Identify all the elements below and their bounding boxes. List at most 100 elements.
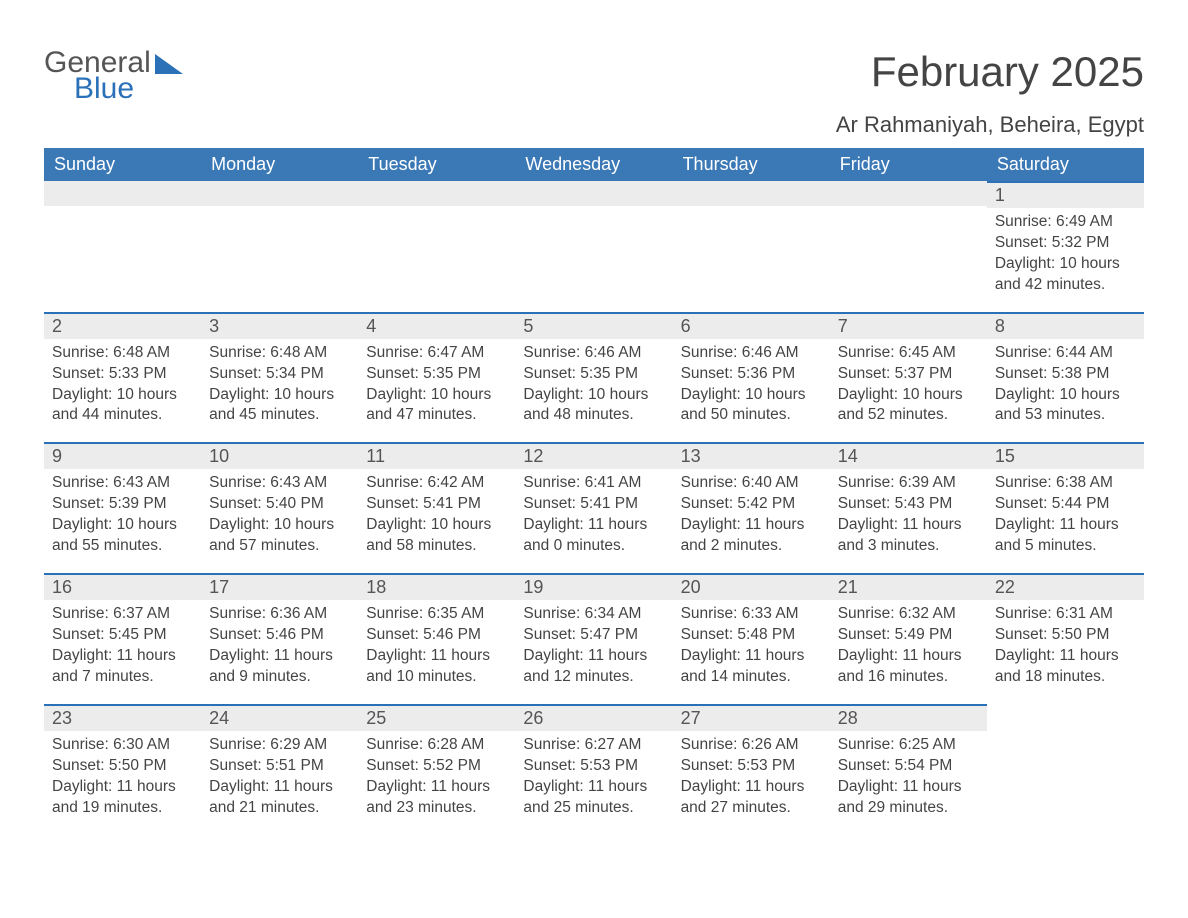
day-number: 9 [44, 442, 201, 469]
detail-sunset: Sunset: 5:53 PM [681, 756, 822, 777]
detail-daylight1: Daylight: 11 hours [681, 646, 822, 667]
detail-daylight2: and 29 minutes. [838, 798, 979, 819]
day-details: Sunrise: 6:32 AMSunset: 5:49 PMDaylight:… [832, 604, 979, 688]
detail-daylight1: Daylight: 11 hours [681, 515, 822, 536]
detail-daylight1: Daylight: 11 hours [523, 515, 664, 536]
day-details: Sunrise: 6:48 AMSunset: 5:33 PMDaylight:… [46, 343, 193, 427]
detail-daylight2: and 27 minutes. [681, 798, 822, 819]
detail-sunset: Sunset: 5:48 PM [681, 625, 822, 646]
calendar-cell: 14Sunrise: 6:39 AMSunset: 5:43 PMDayligh… [830, 442, 987, 573]
detail-daylight1: Daylight: 10 hours [995, 254, 1136, 275]
day-details: Sunrise: 6:48 AMSunset: 5:34 PMDaylight:… [203, 343, 350, 427]
calendar-cell: 7 Sunrise: 6:45 AMSunset: 5:37 PMDaylight… [830, 312, 987, 443]
calendar-cell [515, 181, 672, 312]
calendar-cell: 8Sunrise: 6:44 AMSunset: 5:38 PMDaylight… [987, 312, 1144, 443]
detail-daylight1: Daylight: 10 hours [52, 385, 193, 406]
detail-daylight2: and 52 minutes. [838, 405, 979, 426]
detail-daylight2: and 5 minutes. [995, 536, 1136, 557]
day-number [673, 181, 830, 206]
detail-sunset: Sunset: 5:41 PM [366, 494, 507, 515]
calendar-cell: 10Sunrise: 6:43 AMSunset: 5:40 PMDayligh… [201, 442, 358, 573]
day-header: Wednesday [515, 148, 672, 181]
detail-daylight2: and 3 minutes. [838, 536, 979, 557]
detail-sunrise: Sunrise: 6:29 AM [209, 735, 350, 756]
day-details: Sunrise: 6:41 AMSunset: 5:41 PMDaylight:… [517, 473, 664, 557]
day-number: 4 [358, 312, 515, 339]
day-details: Sunrise: 6:30 AMSunset: 5:50 PMDaylight:… [46, 735, 193, 819]
detail-daylight2: and 2 minutes. [681, 536, 822, 557]
calendar-cell: 9 Sunrise: 6:43 AMSunset: 5:39 PMDaylight… [44, 442, 201, 573]
day-details: Sunrise: 6:43 AMSunset: 5:39 PMDaylight:… [46, 473, 193, 557]
detail-daylight2: and 53 minutes. [995, 405, 1136, 426]
detail-sunset: Sunset: 5:33 PM [52, 364, 193, 385]
day-header: Sunday [44, 148, 201, 181]
calendar-cell: 16Sunrise: 6:37 AMSunset: 5:45 PMDayligh… [44, 573, 201, 704]
calendar-week: 9 Sunrise: 6:43 AMSunset: 5:39 PMDaylight… [44, 442, 1144, 573]
detail-sunset: Sunset: 5:49 PM [838, 625, 979, 646]
day-number: 19 [515, 573, 672, 600]
detail-sunset: Sunset: 5:39 PM [52, 494, 193, 515]
detail-daylight1: Daylight: 11 hours [681, 777, 822, 798]
detail-daylight2: and 47 minutes. [366, 405, 507, 426]
detail-daylight2: and 55 minutes. [52, 536, 193, 557]
day-details: Sunrise: 6:33 AMSunset: 5:48 PMDaylight:… [675, 604, 822, 688]
detail-daylight2: and 45 minutes. [209, 405, 350, 426]
day-number: 2 [44, 312, 201, 339]
detail-daylight2: and 50 minutes. [681, 405, 822, 426]
day-details: Sunrise: 6:44 AMSunset: 5:38 PMDaylight:… [989, 343, 1136, 427]
day-number: 13 [673, 442, 830, 469]
day-number: 5 [515, 312, 672, 339]
detail-sunrise: Sunrise: 6:38 AM [995, 473, 1136, 494]
calendar-cell [358, 181, 515, 312]
day-header: Friday [830, 148, 987, 181]
detail-daylight1: Daylight: 10 hours [681, 385, 822, 406]
day-details: Sunrise: 6:49 AMSunset: 5:32 PMDaylight:… [989, 212, 1136, 296]
day-number: 16 [44, 573, 201, 600]
day-number: 28 [830, 704, 987, 731]
day-number: 17 [201, 573, 358, 600]
detail-sunset: Sunset: 5:32 PM [995, 233, 1136, 254]
logo-text-block: General Blue [44, 48, 151, 104]
detail-sunrise: Sunrise: 6:31 AM [995, 604, 1136, 625]
detail-daylight2: and 48 minutes. [523, 405, 664, 426]
day-number [987, 704, 1144, 708]
detail-sunset: Sunset: 5:53 PM [523, 756, 664, 777]
calendar-cell: 19Sunrise: 6:34 AMSunset: 5:47 PMDayligh… [515, 573, 672, 704]
detail-daylight2: and 25 minutes. [523, 798, 664, 819]
detail-sunset: Sunset: 5:54 PM [838, 756, 979, 777]
day-details: Sunrise: 6:39 AMSunset: 5:43 PMDaylight:… [832, 473, 979, 557]
day-number: 1 [987, 181, 1144, 208]
calendar-cell: 23Sunrise: 6:30 AMSunset: 5:50 PMDayligh… [44, 704, 201, 835]
calendar-cell: 6Sunrise: 6:46 AMSunset: 5:36 PMDaylight… [673, 312, 830, 443]
detail-sunset: Sunset: 5:37 PM [838, 364, 979, 385]
detail-daylight1: Daylight: 10 hours [52, 515, 193, 536]
day-details: Sunrise: 6:38 AMSunset: 5:44 PMDaylight:… [989, 473, 1136, 557]
day-details: Sunrise: 6:45 AMSunset: 5:37 PMDaylight:… [832, 343, 979, 427]
day-header: Saturday [987, 148, 1144, 181]
month-title: February 2025 [836, 48, 1144, 96]
day-header-row: SundayMondayTuesdayWednesdayThursdayFrid… [44, 148, 1144, 181]
day-number: 12 [515, 442, 672, 469]
day-number: 20 [673, 573, 830, 600]
detail-sunset: Sunset: 5:38 PM [995, 364, 1136, 385]
detail-sunset: Sunset: 5:50 PM [995, 625, 1136, 646]
detail-sunrise: Sunrise: 6:28 AM [366, 735, 507, 756]
detail-sunrise: Sunrise: 6:39 AM [838, 473, 979, 494]
calendar-cell: 22Sunrise: 6:31 AMSunset: 5:50 PMDayligh… [987, 573, 1144, 704]
calendar-cell [673, 181, 830, 312]
detail-daylight2: and 44 minutes. [52, 405, 193, 426]
logo-triangle-icon [155, 54, 183, 74]
detail-daylight2: and 10 minutes. [366, 667, 507, 688]
day-details: Sunrise: 6:42 AMSunset: 5:41 PMDaylight:… [360, 473, 507, 557]
day-number: 7 [830, 312, 987, 339]
day-number: 18 [358, 573, 515, 600]
detail-sunset: Sunset: 5:46 PM [209, 625, 350, 646]
day-details: Sunrise: 6:46 AMSunset: 5:35 PMDaylight:… [517, 343, 664, 427]
detail-sunrise: Sunrise: 6:37 AM [52, 604, 193, 625]
detail-daylight1: Daylight: 10 hours [995, 385, 1136, 406]
detail-daylight1: Daylight: 11 hours [52, 777, 193, 798]
day-details: Sunrise: 6:25 AMSunset: 5:54 PMDaylight:… [832, 735, 979, 819]
detail-daylight2: and 14 minutes. [681, 667, 822, 688]
detail-sunrise: Sunrise: 6:48 AM [52, 343, 193, 364]
detail-sunset: Sunset: 5:40 PM [209, 494, 350, 515]
